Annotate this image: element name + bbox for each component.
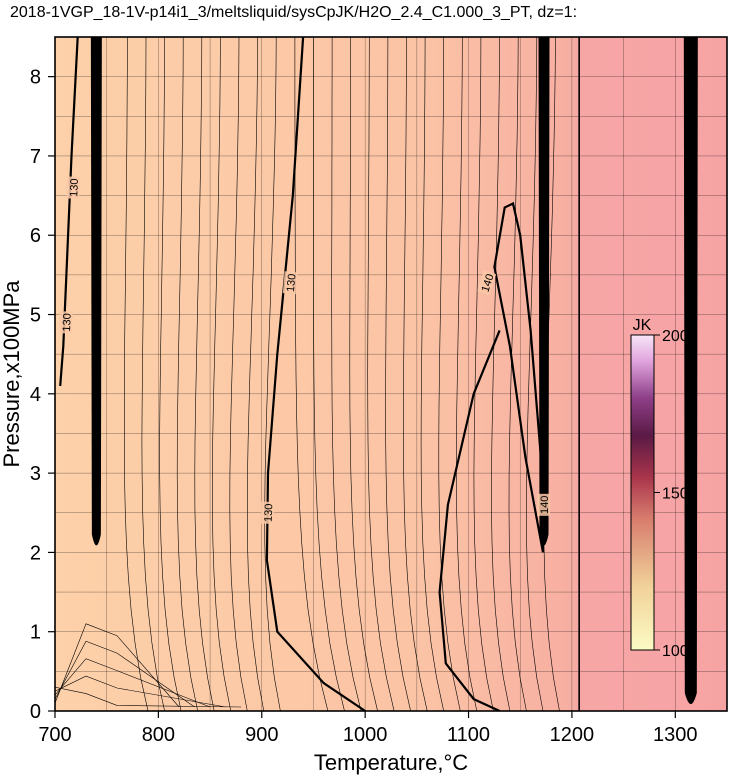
x-tick-label: 800 (142, 724, 175, 746)
solidus-band (90, 37, 102, 546)
colorbar-tick-label: 100 (662, 643, 689, 660)
contour-line (264, 37, 281, 711)
contour-line (473, 37, 494, 711)
contour-line (420, 37, 444, 711)
colorbar: JK 100 150 200 (630, 317, 689, 660)
contour-label: 130 (282, 271, 299, 295)
colorbar-ticks: 100 150 200 (654, 328, 689, 660)
contour-line (508, 37, 527, 711)
contour-label-text: 130 (68, 178, 81, 197)
y-axis-ticks: 0 1 2 3 4 5 6 7 8 (30, 67, 55, 723)
contour-line (176, 37, 198, 711)
contour-label-bg (260, 501, 275, 524)
contour-label: 140 (477, 270, 497, 296)
contour-lines (55, 37, 560, 711)
contour-labels: 130 130 130 130 140 140 (58, 176, 551, 524)
contour-line (438, 37, 461, 711)
x-tick-label: 1300 (653, 724, 698, 746)
x-tick-label: 700 (38, 724, 71, 746)
colorbar-label: JK (633, 317, 652, 334)
contour-label-text: 130 (263, 503, 276, 522)
contour-line (212, 37, 232, 711)
y-tick-label: 7 (30, 146, 41, 168)
contour-line (349, 37, 378, 711)
contour-line (313, 37, 345, 711)
contour-label-bg (58, 311, 73, 334)
x-tick-label: 1000 (343, 724, 388, 746)
y-tick-label: 6 (30, 225, 41, 247)
contour-line (456, 37, 478, 711)
liquidus-band (683, 37, 698, 704)
y-tick-label: 0 (30, 701, 41, 723)
contour-label-text: 130 (285, 273, 299, 292)
phase-band (538, 37, 550, 546)
contour-label-text: 140 (539, 496, 551, 514)
x-tick-label: 900 (245, 724, 278, 746)
x-tick-label: 1100 (447, 724, 490, 746)
y-tick-label: 4 (30, 384, 41, 406)
y-tick-label: 3 (30, 463, 41, 485)
contour-line (159, 37, 182, 711)
contour-line (229, 37, 248, 711)
contour-line (385, 37, 411, 711)
contour-line (124, 37, 149, 711)
colorbar-tick-label: 200 (662, 328, 689, 345)
contour-label-bg (477, 270, 497, 296)
contour-label-text: 140 (480, 273, 497, 294)
y-tick-label: 8 (30, 67, 41, 89)
contour-label: 130 (260, 501, 276, 524)
x-axis-label: Temperature,°C (314, 750, 468, 775)
contour-line (55, 658, 211, 708)
plot-frame (54, 36, 728, 712)
y-tick-label: 5 (30, 305, 41, 327)
contour-label: 140 (537, 493, 551, 516)
y-tick-label: 1 (30, 622, 41, 644)
contour-line (526, 37, 544, 711)
contour-line (55, 623, 180, 708)
contour-line (194, 37, 215, 711)
contour-label-bg (66, 176, 80, 199)
contour-line (403, 37, 428, 711)
phase-boundaries (90, 37, 698, 711)
contour-label-text: 130 (61, 313, 74, 332)
contour-line (55, 675, 226, 708)
contour-140-lower (438, 329, 501, 711)
contour-label: 130 (58, 311, 74, 334)
contour-label-bg (537, 493, 551, 516)
contour-line (141, 37, 165, 711)
colorbar-tick-label: 150 (662, 486, 689, 503)
contour-line (246, 37, 265, 711)
chart-title: 2018-1VGP_18-1V-p14i1_3/meltsliquid/sysC… (10, 4, 577, 21)
contour-line (331, 37, 362, 711)
y-tick-label: 2 (30, 542, 41, 564)
plot-field (55, 37, 727, 711)
x-axis-ticks: 700 800 900 1000 1100 1200 1300 (38, 711, 698, 746)
contour-line (491, 37, 511, 711)
contour-label: 130 (66, 176, 81, 199)
contour-line (55, 640, 195, 708)
colorbar-ramp (630, 334, 655, 651)
y-axis-label: Pressure,x100MPa (0, 280, 24, 468)
x-tick-label: 1200 (550, 724, 595, 746)
contour-line (55, 686, 242, 708)
contour-label-bg (282, 271, 298, 295)
contour-line (367, 37, 395, 711)
contour-140 (493, 201, 545, 553)
contour-130-left (59, 37, 79, 386)
